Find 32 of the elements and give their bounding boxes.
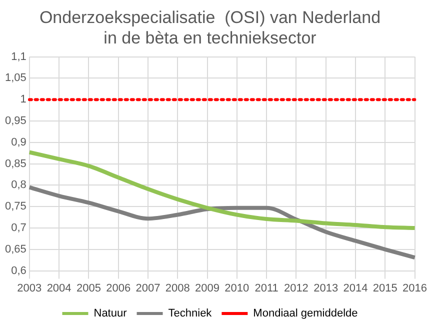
x-tick-label: 2007: [136, 282, 160, 294]
y-tick-label: 0,9: [11, 136, 26, 148]
y-tick-label: 0,85: [4, 158, 26, 170]
x-tick-label: 2011: [254, 282, 278, 294]
x-tick-label: 2016: [402, 282, 428, 294]
x-tick-label: 2014: [343, 282, 368, 294]
x-tick-label: 2010: [224, 282, 250, 294]
y-tick-label: 1,05: [4, 72, 26, 84]
legend-label: Mondiaal gemiddelde: [253, 308, 358, 320]
x-tick-label: 2004: [46, 282, 72, 294]
y-tick-label: 0,95: [4, 115, 26, 128]
x-tick-label: 2009: [195, 282, 220, 294]
legend-label: Natuur: [94, 308, 128, 320]
x-tick-label: 2015: [372, 282, 398, 294]
y-tick-label: 0,65: [4, 243, 26, 256]
y-tick-label: 1: [20, 94, 26, 106]
x-tick-label: 2012: [284, 282, 308, 294]
y-tick-label: 0,6: [11, 264, 26, 277]
y-tick-label: 0,7: [11, 222, 26, 234]
y-tick-label: 1,1: [11, 50, 26, 63]
line-series: [27, 185, 417, 260]
x-tick-label: 2006: [106, 282, 131, 294]
x-tick-label: 2008: [165, 282, 190, 294]
x-tick-label: 2013: [314, 282, 338, 294]
y-tick-label: 0,75: [4, 200, 26, 213]
text: Onderzoekspecialisatie (OSI) van Nederland: [39, 8, 381, 27]
x-tick-label: 2003: [17, 282, 42, 294]
line-series: [27, 150, 417, 230]
legend-label: Techniek: [168, 308, 212, 320]
y-tick-label: 0,8: [11, 179, 26, 192]
x-tick-label: 2005: [76, 282, 101, 294]
text: in de bèta en technieksector: [104, 28, 316, 48]
